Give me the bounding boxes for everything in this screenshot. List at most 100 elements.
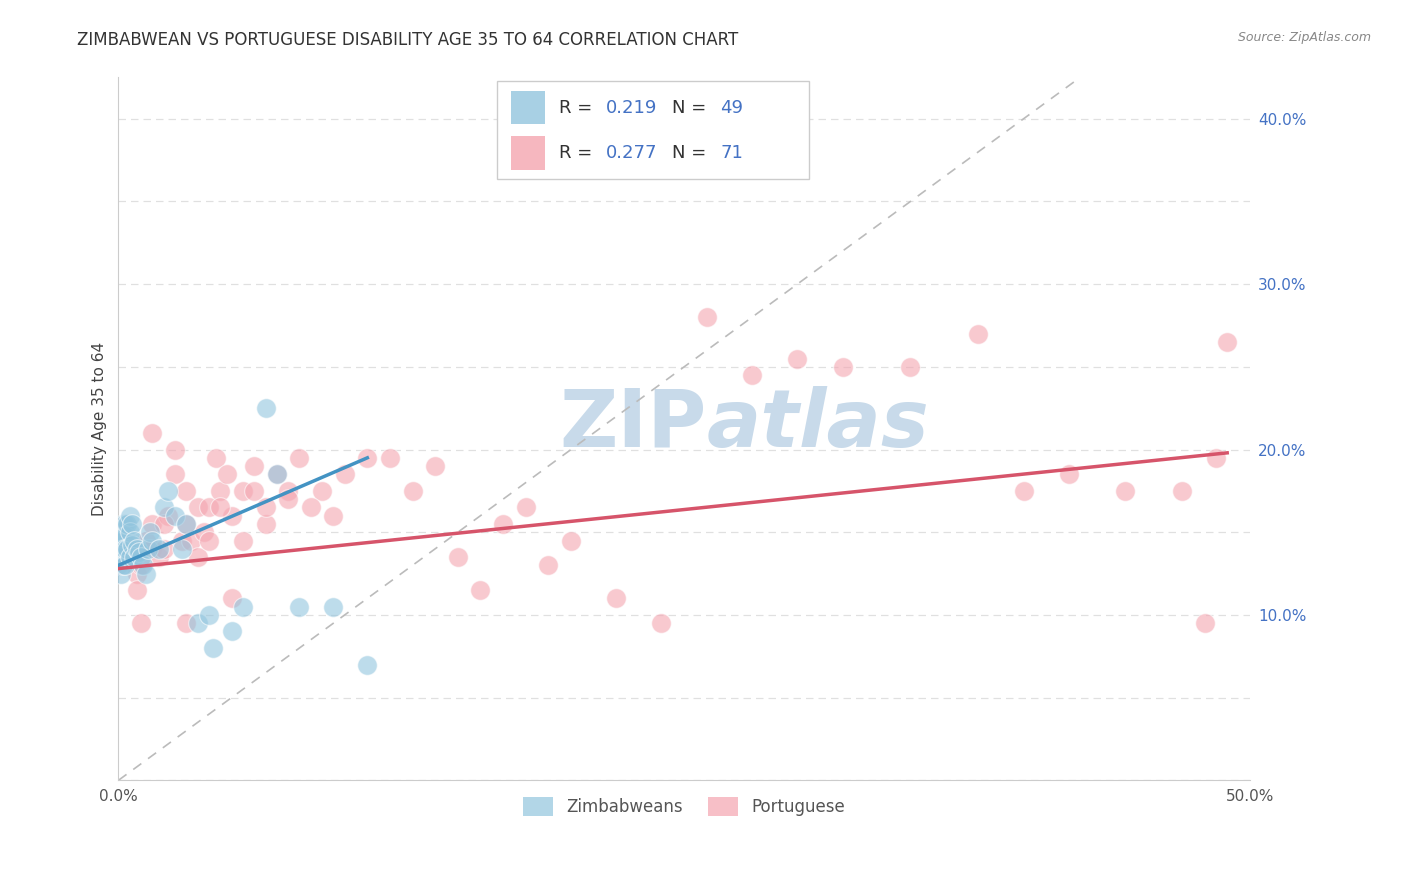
Point — [118, 541, 141, 556]
Point — [266, 467, 288, 482]
Text: atlas: atlas — [707, 385, 929, 464]
Point — [114, 528, 136, 542]
Point — [107, 549, 129, 564]
Point — [254, 516, 277, 531]
Point — [447, 549, 470, 564]
Point — [114, 541, 136, 556]
Point — [232, 599, 254, 614]
Point — [152, 500, 174, 515]
Point — [163, 442, 186, 457]
Point — [243, 483, 266, 498]
Point — [537, 558, 560, 573]
Point — [198, 533, 221, 548]
Point — [425, 459, 447, 474]
Point — [163, 467, 186, 482]
Point — [114, 516, 136, 531]
Text: 0.219: 0.219 — [606, 98, 658, 117]
Point — [470, 583, 492, 598]
FancyBboxPatch shape — [498, 81, 808, 179]
Point — [288, 599, 311, 614]
Point — [176, 616, 198, 631]
Point — [356, 450, 378, 465]
Point — [170, 533, 193, 548]
Point — [141, 541, 163, 556]
Point — [117, 541, 139, 556]
Text: R =: R = — [558, 98, 598, 117]
Point — [176, 516, 198, 531]
Point — [117, 516, 139, 531]
Point — [163, 508, 186, 523]
Point — [111, 541, 134, 556]
Point — [221, 508, 243, 523]
FancyBboxPatch shape — [510, 136, 546, 169]
Point — [198, 607, 221, 622]
Point — [176, 483, 198, 498]
Point — [107, 558, 129, 573]
Text: Source: ZipAtlas.com: Source: ZipAtlas.com — [1237, 31, 1371, 45]
Point — [148, 541, 170, 556]
FancyBboxPatch shape — [510, 91, 546, 124]
Point — [135, 566, 157, 581]
Point — [121, 516, 143, 531]
Point — [254, 401, 277, 416]
Point — [378, 450, 401, 465]
Point — [266, 467, 288, 482]
Point — [1114, 483, 1136, 498]
Point — [288, 450, 311, 465]
Point — [118, 508, 141, 523]
Point — [135, 533, 157, 548]
Point — [141, 533, 163, 548]
Point — [1057, 467, 1080, 482]
Point — [136, 541, 159, 556]
Point — [900, 359, 922, 374]
Point — [148, 549, 170, 564]
Point — [209, 483, 232, 498]
Text: 49: 49 — [720, 98, 744, 117]
Point — [125, 541, 148, 556]
Point — [254, 500, 277, 515]
Point — [1205, 450, 1227, 465]
Point — [187, 500, 209, 515]
Point — [277, 492, 299, 507]
Point — [198, 500, 221, 515]
Point — [193, 525, 215, 540]
Point — [650, 616, 672, 631]
Point — [141, 425, 163, 440]
Point — [132, 558, 155, 573]
Point — [176, 516, 198, 531]
Point — [125, 583, 148, 598]
Point — [125, 566, 148, 581]
Point — [170, 541, 193, 556]
Legend: Zimbabweans, Portuguese: Zimbabweans, Portuguese — [515, 789, 853, 825]
Point — [128, 545, 150, 559]
Point — [560, 533, 582, 548]
Point — [107, 558, 129, 573]
Point — [221, 624, 243, 639]
Point — [401, 483, 423, 498]
Point — [129, 558, 152, 573]
Point — [110, 549, 132, 564]
Point — [322, 599, 344, 614]
Point — [157, 483, 180, 498]
Point — [141, 516, 163, 531]
Point — [696, 310, 718, 325]
Point — [124, 533, 146, 548]
Point — [187, 549, 209, 564]
Point — [110, 525, 132, 540]
Point — [204, 450, 226, 465]
Y-axis label: Disability Age 35 to 64: Disability Age 35 to 64 — [93, 342, 107, 516]
Point — [129, 616, 152, 631]
Point — [232, 483, 254, 498]
Point — [786, 351, 808, 366]
Point — [299, 500, 322, 515]
Point — [741, 368, 763, 383]
Point — [1216, 334, 1239, 349]
Point — [831, 359, 853, 374]
Point — [605, 591, 627, 606]
Point — [107, 541, 129, 556]
Point — [121, 539, 143, 553]
Point — [492, 516, 515, 531]
Point — [152, 541, 174, 556]
Point — [333, 467, 356, 482]
Point — [322, 508, 344, 523]
